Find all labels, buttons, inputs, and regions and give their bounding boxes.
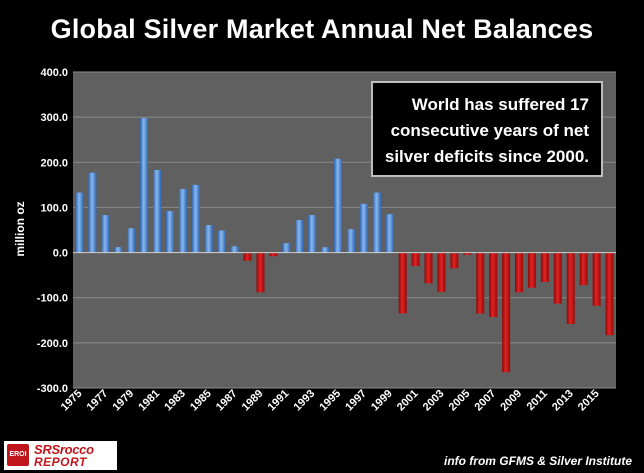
y-tick-label: 0.0 [53,248,68,260]
bar-1995 [334,158,343,253]
y-tick-label: 100.0 [40,202,68,214]
annotation-line-3: silver deficits since 2000. [384,147,589,166]
logo-subtitle: REPORT [34,455,87,469]
bar-2006 [476,252,485,314]
x-tick-label: 1991 [266,388,292,414]
x-tick-label: 1999 [369,388,395,414]
bar-2011 [540,252,549,282]
bar-1998 [372,192,381,253]
bar-2012 [553,252,562,304]
x-tick-label: 1985 [188,388,214,414]
x-tick-label: 2009 [498,388,524,414]
x-tick-label: 1997 [343,388,369,414]
bars [75,118,614,373]
y-tick-label: -200.0 [37,338,68,350]
bar-2003 [437,252,446,292]
x-tick-label: 1987 [214,388,240,414]
x-tick-label: 2003 [421,388,447,414]
x-tick-label: 2001 [395,388,421,414]
srsrocco-logo: EROI SRSrocco REPORT [4,441,117,470]
y-tick-label: 300.0 [40,112,68,124]
bar-1982 [165,211,174,253]
annotation-line-2: consecutive years of net [390,121,589,140]
y-tick-label: -300.0 [37,383,68,395]
bar-1993 [308,215,317,253]
bar-2000 [398,252,407,314]
x-tick-label: 1993 [292,388,318,414]
bar-2001 [411,252,420,267]
bar-1992 [295,220,304,253]
x-tick-label: 1979 [111,388,137,414]
logo-name: SRSrocco [34,442,94,457]
y-tick-label: -100.0 [37,293,68,305]
bar-1976 [88,172,97,253]
bar-2016 [605,252,614,336]
annotation-line-1: World has suffered 17 [411,95,589,114]
chart-title: Global Silver Market Annual Net Balances [50,14,594,44]
bar-2014 [579,252,588,286]
bar-1979 [127,228,136,253]
bar-1999 [385,214,394,253]
y-tick-label: 400.0 [40,67,68,79]
bar-1989 [256,252,265,293]
y-axis-label: million oz [13,201,27,256]
x-tick-label: 2005 [447,388,473,414]
source-note: info from GFMS & Silver Institute [443,454,632,468]
bar-2005 [463,252,472,255]
bar-1986 [217,230,226,253]
bar-2015 [592,252,601,306]
eroi-badge: EROI [7,444,29,466]
bar-1996 [346,229,355,253]
bar-1991 [282,243,291,253]
bar-2013 [566,252,575,324]
bar-2002 [424,252,433,284]
x-tick-label: 1977 [85,388,111,414]
x-tick-label: 1989 [240,388,266,414]
x-tick-label: 1983 [162,388,188,414]
bar-1977 [101,215,110,253]
bar-1990 [269,252,278,257]
x-tick-label: 1995 [317,388,343,414]
bar-2009 [515,252,524,293]
bar-1978 [114,247,123,253]
x-tick-label: 2015 [576,388,602,414]
x-tick-label: 2013 [550,388,576,414]
bar-1980 [140,118,149,253]
bar-1988 [243,252,252,261]
y-axis-ticks: 400.0 300.0 200.0 100.0 0.0 -100.0 -200.0 -300.… [37,67,68,395]
y-tick-label: 200.0 [40,157,68,169]
bar-1994 [321,247,330,253]
x-axis-ticks: 1975 1977 1979 1981 1983 1985 1987 1989 1991 1993… [59,388,602,414]
bar-1985 [204,225,213,253]
x-tick-label: 1981 [136,388,162,414]
x-tick-label: 2007 [473,388,499,414]
bar-1987 [230,246,239,253]
bar-1975 [75,192,84,253]
bar-2004 [450,252,459,269]
x-tick-label: 2011 [525,388,550,413]
bar-2008 [502,252,511,373]
bar-1981 [153,169,162,253]
annotation-callout: World has suffered 17 consecutive years … [371,81,603,177]
bar-2010 [527,252,536,288]
bar-1997 [359,203,368,253]
bar-2007 [489,252,498,318]
bar-1983 [178,188,187,253]
bar-1984 [191,184,200,253]
